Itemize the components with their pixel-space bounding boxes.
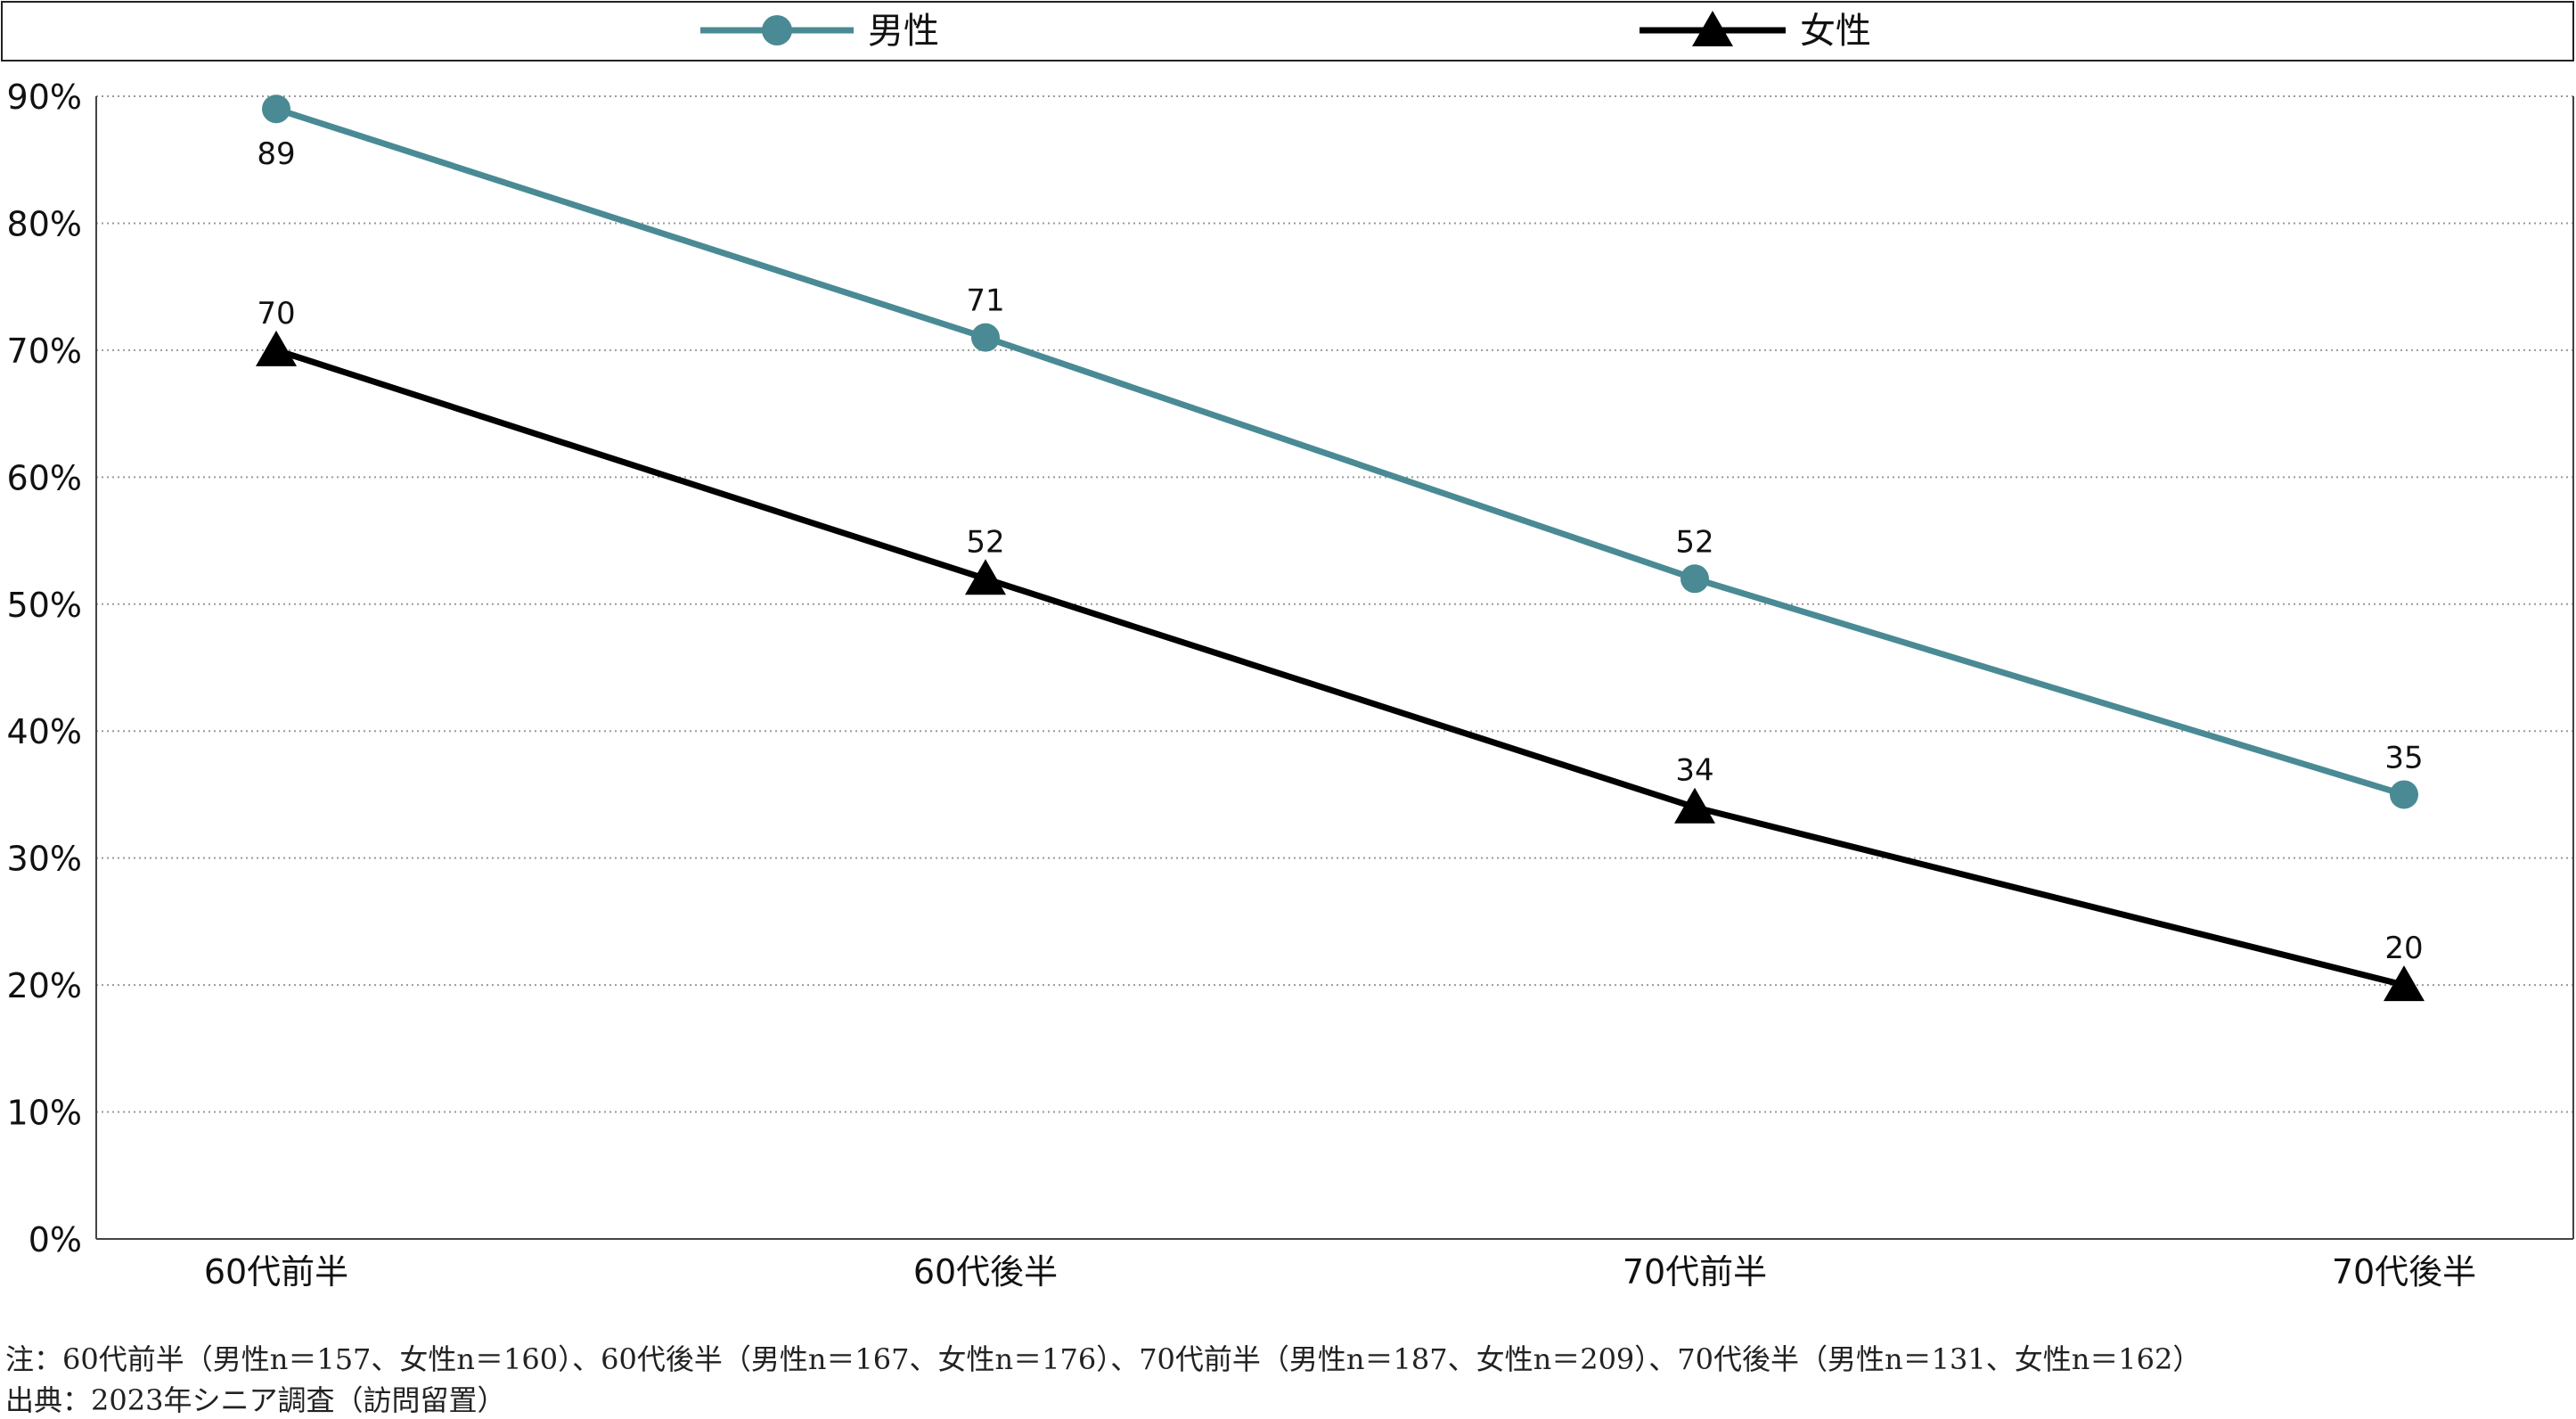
y-tick-label: 10%	[7, 1094, 82, 1133]
data-label: 35	[2384, 740, 2423, 775]
y-tick-label: 90%	[7, 78, 82, 117]
data-label: 70	[257, 296, 295, 332]
chart-source: 出典：2023年シニア調査（訪問留置）	[5, 1383, 506, 1417]
data-label: 20	[2384, 931, 2423, 966]
line-chart: 男性 女性 0% 10% 20% 30% 40% 50% 60% 70% 80% 90% 60代前半 6…	[1, 1, 2574, 1292]
data-point	[262, 94, 290, 124]
data-point	[2390, 780, 2418, 809]
data-label: 52	[966, 524, 1004, 560]
legend-marker-circle-icon	[762, 15, 792, 45]
y-tick-label: 30%	[7, 840, 82, 879]
legend-marker-triangle-icon	[1692, 11, 1733, 46]
chart-note: 注：60代前半（男性n＝157、女性n＝160）、60代後半（男性n＝167、女…	[5, 1342, 2202, 1376]
x-tick-label: 70代前半	[1623, 1252, 1767, 1292]
y-tick-label: 60%	[7, 458, 82, 497]
data-point	[1674, 787, 1715, 824]
legend-label-1: 女性	[1800, 11, 1871, 52]
data-label: 71	[966, 283, 1004, 319]
legend: 男性 女性	[1, 1, 2574, 62]
legend-frame	[1, 1, 2574, 62]
data-label: 34	[1675, 753, 1713, 789]
data-label: 52	[1675, 524, 1713, 560]
legend-label-0: 男性	[868, 11, 939, 52]
data-point	[256, 330, 297, 366]
y-tick-label: 40%	[7, 712, 82, 751]
y-tick-label: 70%	[7, 332, 82, 371]
data-labels: 89 71 52 35 70 52 34 20	[257, 136, 2423, 966]
data-point	[971, 323, 1000, 352]
x-tick-label: 70代後半	[2332, 1252, 2476, 1292]
data-point	[1681, 564, 1709, 594]
axes: 0% 10% 20% 30% 40% 50% 60% 70% 80% 90% 60代前半 60代後半 7…	[7, 78, 2574, 1292]
data-label: 89	[257, 136, 295, 172]
y-tick-label: 20%	[7, 966, 82, 1005]
data-point	[965, 559, 1006, 595]
y-tick-label: 80%	[7, 204, 82, 243]
data-point	[2384, 965, 2425, 1002]
grid	[96, 95, 2573, 1113]
series-line-0	[274, 105, 2406, 798]
series-layer	[256, 94, 2425, 1002]
x-tick-label: 60代後半	[913, 1252, 1058, 1292]
x-tick-label: 60代前半	[204, 1252, 348, 1292]
series-line-1	[274, 347, 2405, 988]
y-tick-label: 0%	[29, 1220, 82, 1259]
y-tick-label: 50%	[7, 586, 82, 625]
